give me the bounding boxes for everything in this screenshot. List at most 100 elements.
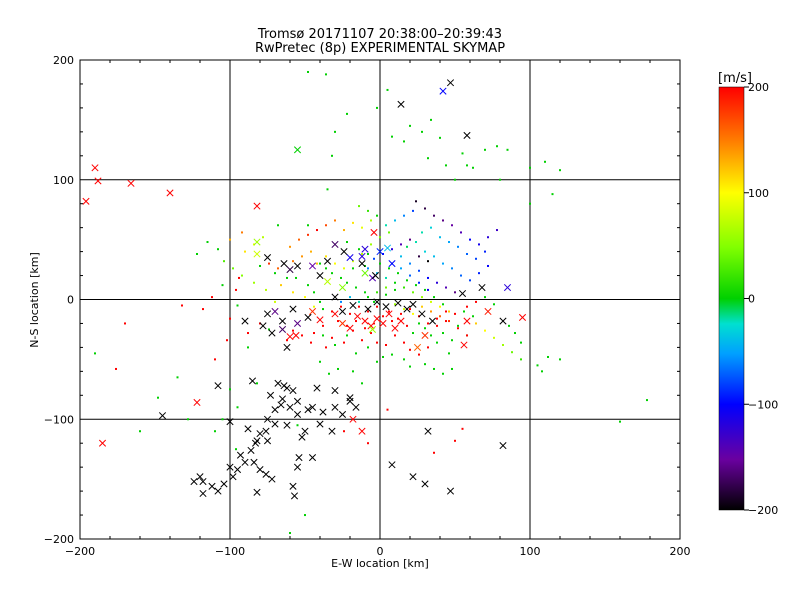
cross-stroke bbox=[338, 283, 347, 292]
data-point-dot bbox=[334, 344, 336, 347]
cross-stroke bbox=[323, 277, 332, 286]
data-point-dot bbox=[355, 286, 357, 289]
data-point-cross bbox=[340, 248, 348, 256]
data-point-dot bbox=[451, 224, 453, 227]
data-point-cross bbox=[346, 254, 354, 262]
data-point-cross bbox=[278, 395, 287, 403]
data-point-cross bbox=[458, 289, 467, 298]
data-point-dot bbox=[289, 532, 291, 535]
data-point-dot bbox=[322, 308, 324, 311]
colorbar-ticks: 200 100 0 −100 −200 bbox=[744, 81, 778, 517]
data-point-dot bbox=[454, 291, 456, 294]
data-point-cross bbox=[220, 480, 228, 488]
data-point-dot bbox=[442, 219, 444, 222]
x-tick-label: −200 bbox=[65, 545, 95, 558]
cross-stroke bbox=[391, 324, 399, 332]
cross-stroke bbox=[286, 403, 294, 411]
data-point-dot bbox=[115, 367, 117, 370]
data-point-dot bbox=[421, 296, 423, 299]
chart-title: Tromsø 20171107 20:38:00–20:39:43 bbox=[257, 27, 502, 42]
data-point-cross bbox=[409, 473, 417, 481]
data-point-dot bbox=[406, 245, 408, 248]
data-point-dot bbox=[196, 252, 198, 255]
data-point-cross bbox=[358, 427, 366, 435]
data-point-dot bbox=[506, 148, 509, 151]
data-point-cross bbox=[244, 425, 252, 433]
cross-stroke bbox=[421, 480, 429, 488]
data-point-dot bbox=[256, 382, 258, 385]
data-point-cross bbox=[283, 343, 291, 351]
y-tick-label: 100 bbox=[53, 174, 74, 187]
data-point-cross bbox=[253, 238, 261, 246]
data-point-dot bbox=[454, 439, 456, 442]
cross-stroke bbox=[463, 131, 471, 139]
cross-stroke bbox=[352, 403, 360, 411]
data-point-dot bbox=[461, 152, 464, 155]
cross-stroke bbox=[323, 257, 332, 265]
data-point-cross bbox=[394, 299, 402, 307]
cross-stroke bbox=[308, 262, 317, 270]
data-point-cross bbox=[428, 317, 437, 325]
data-point-dot bbox=[427, 346, 429, 349]
data-point-cross bbox=[397, 100, 405, 108]
data-point-dot bbox=[262, 236, 264, 239]
data-point-dot bbox=[451, 267, 453, 270]
data-point-dot bbox=[445, 320, 447, 323]
data-point-cross bbox=[292, 331, 300, 339]
cross-stroke bbox=[263, 415, 272, 423]
cross-stroke bbox=[308, 403, 317, 411]
data-point-cross bbox=[382, 303, 390, 311]
data-point-dot bbox=[424, 363, 426, 366]
cross-stroke bbox=[478, 283, 486, 292]
data-point-cross bbox=[286, 266, 294, 274]
data-point-dot bbox=[349, 312, 351, 315]
cross-stroke bbox=[358, 252, 366, 260]
data-point-dot bbox=[439, 305, 441, 308]
cross-stroke bbox=[428, 317, 437, 325]
cross-stroke bbox=[403, 305, 411, 313]
cross-stroke bbox=[376, 248, 384, 256]
data-point-dot bbox=[181, 304, 183, 307]
cross-stroke bbox=[316, 316, 324, 324]
cross-stroke bbox=[379, 319, 387, 328]
cross-stroke bbox=[385, 310, 393, 318]
data-point-cross bbox=[289, 482, 297, 490]
data-point-dot bbox=[376, 106, 378, 109]
data-point-cross bbox=[323, 257, 332, 265]
cross-stroke bbox=[278, 395, 287, 403]
data-point-cross bbox=[338, 307, 347, 316]
data-point-cross bbox=[226, 418, 234, 426]
data-point-cross bbox=[127, 179, 135, 187]
data-point-cross bbox=[286, 333, 294, 341]
data-point-cross bbox=[331, 386, 339, 395]
data-point-dot bbox=[457, 324, 459, 327]
data-point-dot bbox=[442, 262, 444, 265]
data-point-dot bbox=[400, 255, 402, 258]
data-point-dot bbox=[439, 136, 441, 139]
data-point-cross bbox=[253, 250, 261, 258]
data-point-dot bbox=[361, 226, 363, 229]
data-point-dot bbox=[286, 276, 288, 279]
data-point-dot bbox=[319, 262, 321, 265]
data-point-dot bbox=[541, 370, 543, 373]
data-point-dot bbox=[319, 300, 321, 303]
data-point-cross bbox=[397, 317, 405, 325]
data-point-cross bbox=[293, 262, 302, 270]
data-point-dot bbox=[292, 260, 294, 263]
data-point-dot bbox=[478, 243, 480, 246]
data-point-dot bbox=[334, 130, 336, 133]
cross-stroke bbox=[383, 244, 392, 252]
cross-stroke bbox=[358, 427, 366, 435]
data-point-dot bbox=[433, 451, 435, 454]
data-point-cross bbox=[338, 319, 347, 328]
data-point-dot bbox=[415, 200, 417, 203]
data-point-dot bbox=[454, 312, 456, 315]
cross-stroke bbox=[358, 260, 366, 268]
cross-stroke bbox=[259, 322, 267, 330]
data-point-dot bbox=[409, 262, 411, 265]
data-point-dot bbox=[427, 157, 429, 160]
data-point-dot bbox=[343, 229, 345, 232]
cross-stroke bbox=[271, 420, 279, 428]
data-point-dot bbox=[511, 351, 513, 354]
